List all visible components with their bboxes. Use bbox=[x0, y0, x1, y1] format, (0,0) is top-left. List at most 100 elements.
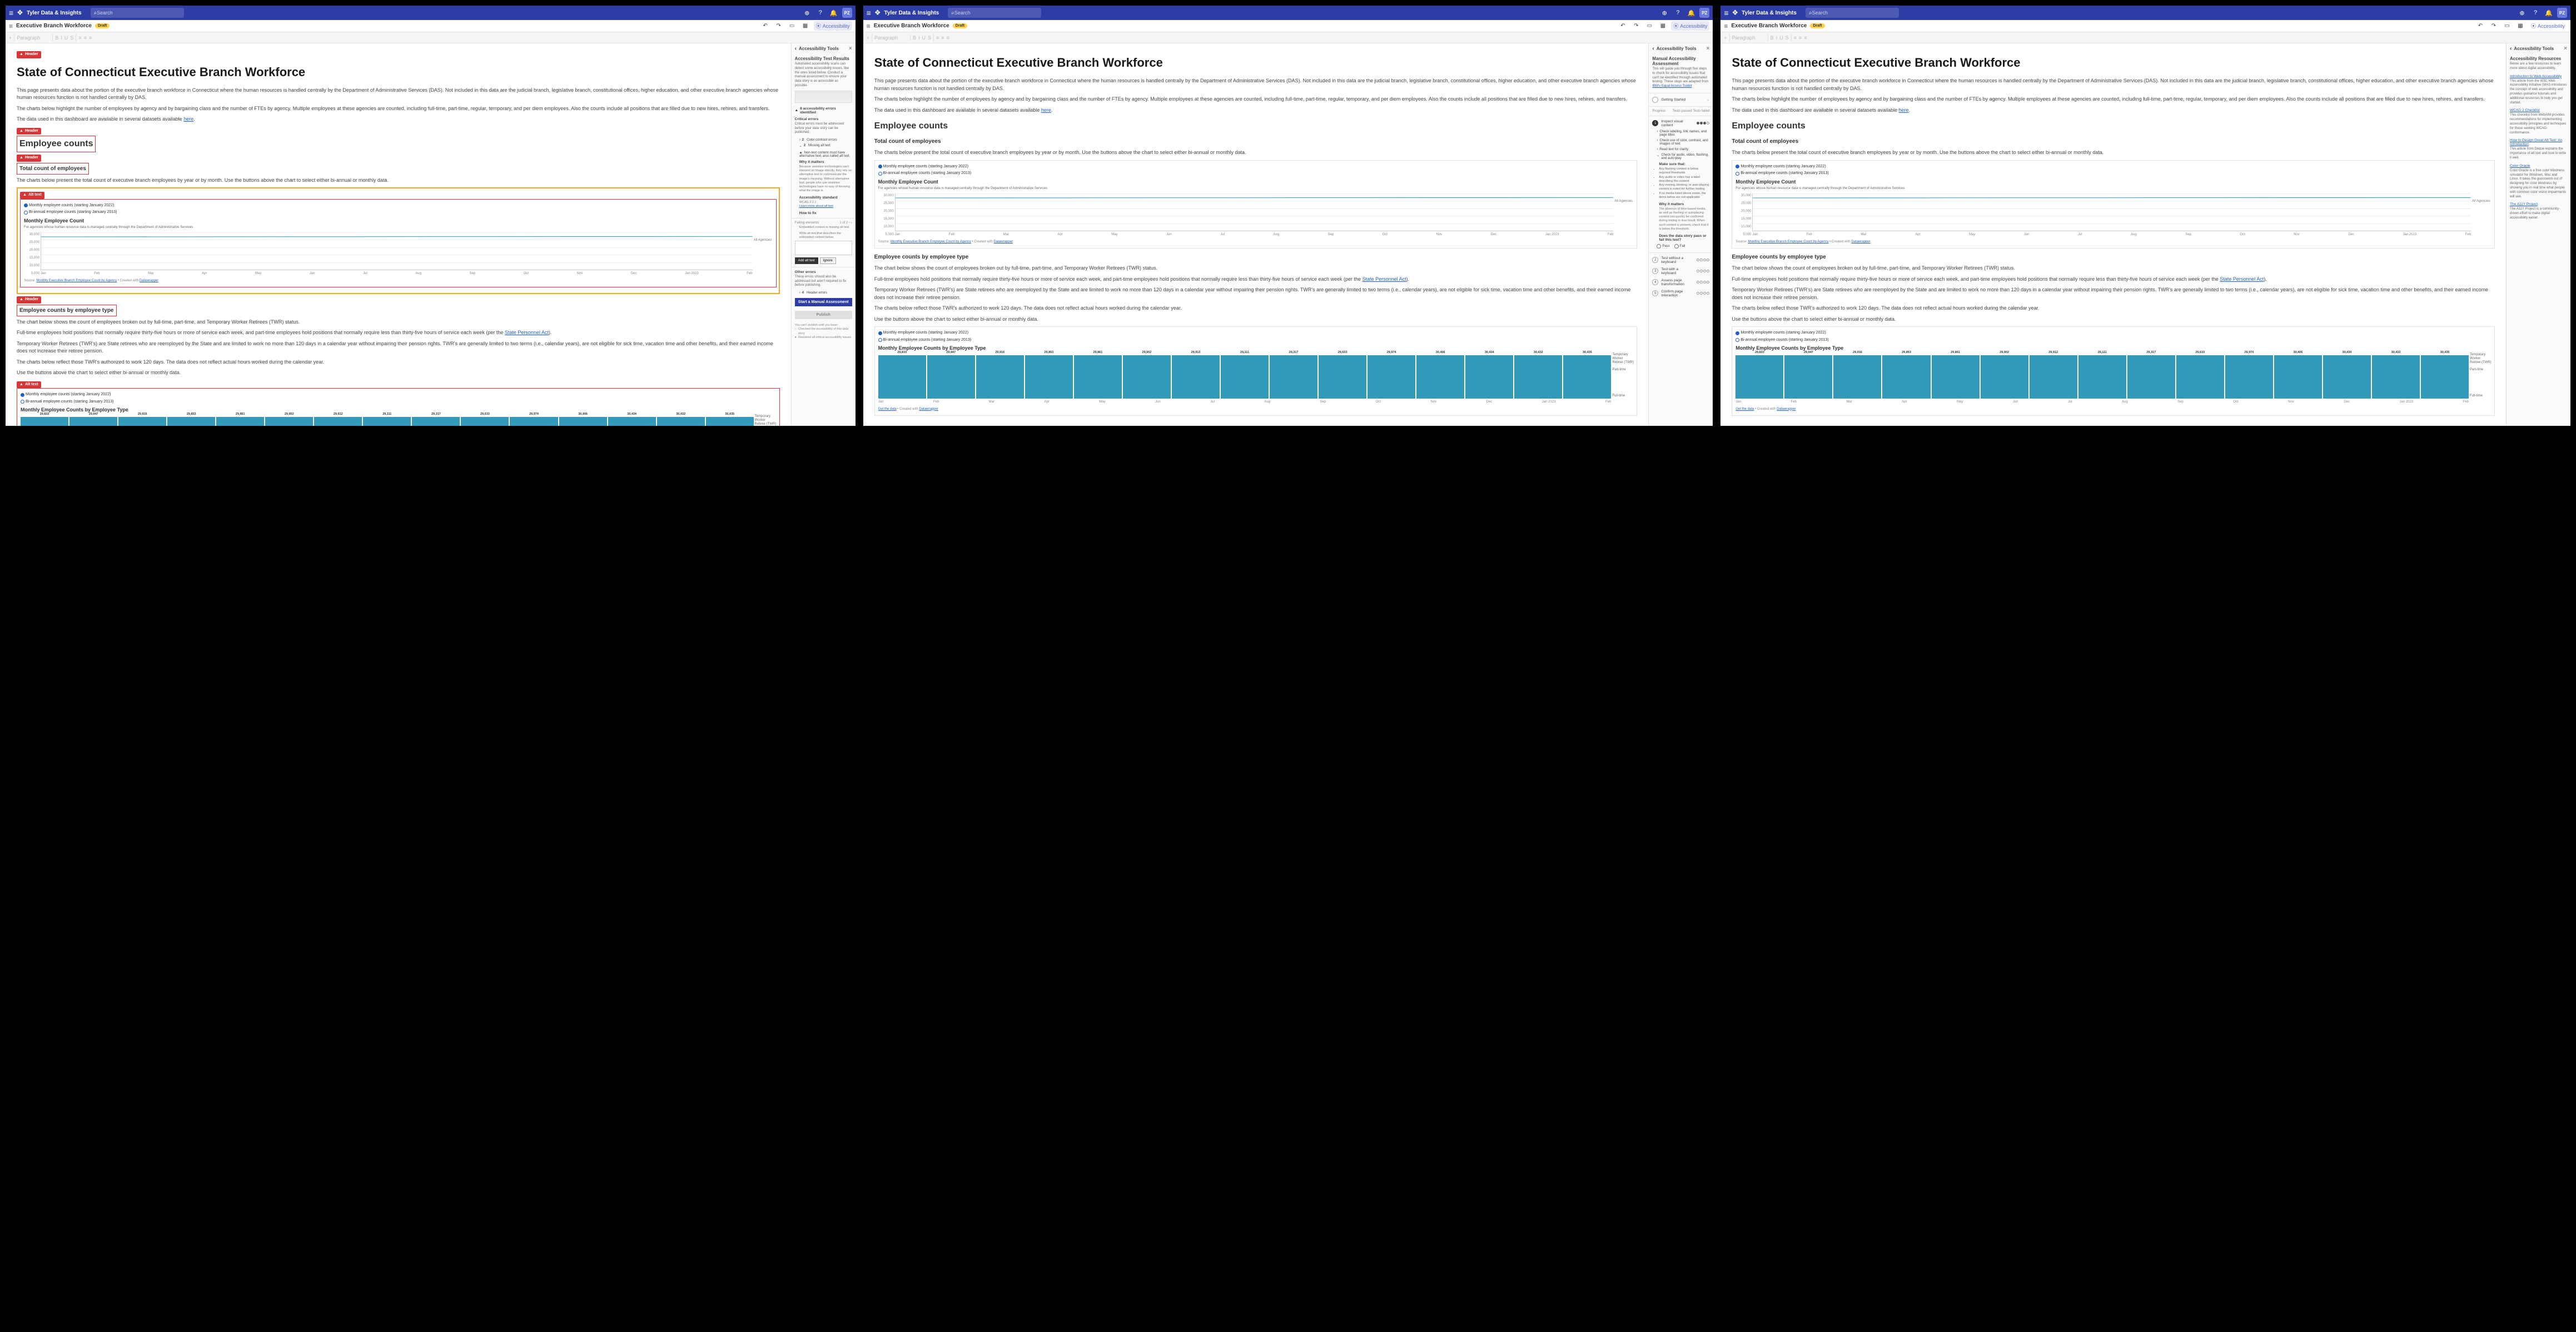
step-1[interactable]: 1Inspect visual content bbox=[1649, 118, 1713, 129]
a11y-icon: ⦿ bbox=[2531, 22, 2536, 29]
a11y-toggle[interactable]: ⦿Accessibility bbox=[2529, 21, 2567, 31]
brand-label: Tyler Data & Insights bbox=[27, 10, 82, 16]
pass-radio[interactable] bbox=[1657, 244, 1661, 248]
chart1-plot bbox=[41, 232, 753, 270]
doc-title: Executive Branch Workforce bbox=[16, 23, 92, 29]
search-box[interactable]: ⌕ bbox=[91, 8, 184, 18]
s1-check-4[interactable]: ⌄Check for audio, video, flashing, and a… bbox=[1649, 152, 1713, 161]
search-input[interactable] bbox=[1812, 10, 1896, 16]
help-icon[interactable]: ? bbox=[1673, 8, 1683, 18]
radio-biannual-2[interactable]: Bi-annual employee counts (starting Janu… bbox=[21, 399, 776, 405]
avatar[interactable]: PZ bbox=[1699, 8, 1709, 18]
h3a-box: Total count of employees bbox=[17, 163, 89, 175]
resource-link-4[interactable]: Color Oracle bbox=[2507, 163, 2570, 169]
a11y-icon: ⦿ bbox=[816, 22, 821, 29]
resource-link-5[interactable]: The A11Y Project bbox=[2507, 201, 2570, 207]
undo-icon[interactable]: ↶ bbox=[760, 21, 770, 31]
step-getting-started[interactable]: Getting Started⌄ bbox=[1649, 95, 1713, 105]
radio-monthly-2[interactable]: Monthly employee counts (starting Januar… bbox=[21, 392, 776, 398]
bell-icon[interactable]: 🔔 bbox=[1686, 8, 1696, 18]
p9: Use the buttons above the chart to selec… bbox=[17, 369, 780, 377]
ignore-button[interactable]: Ignore bbox=[820, 257, 836, 264]
doc-menu-icon[interactable]: ≡ bbox=[9, 22, 13, 30]
here-link[interactable]: here bbox=[183, 116, 193, 122]
back-icon[interactable]: ‹ bbox=[795, 46, 797, 52]
menu-icon[interactable]: ≡ bbox=[867, 8, 871, 17]
s1-check-1[interactable]: ›Check labeling, link names, and page ti… bbox=[1649, 129, 1713, 138]
avatar[interactable]: PZ bbox=[2557, 8, 2567, 18]
add-alt-button[interactable]: Add alt text bbox=[795, 257, 818, 264]
back-icon[interactable]: ‹ bbox=[1652, 46, 1654, 52]
resource-link-3[interactable]: How to Design Great Alt Text: An Introdu… bbox=[2507, 137, 2570, 147]
step-4[interactable]: 4Assess page transformation bbox=[1649, 277, 1713, 288]
menu-icon[interactable]: ≡ bbox=[9, 8, 13, 17]
help-icon[interactable]: ? bbox=[815, 8, 825, 18]
chevron-down-icon: ⌄ bbox=[1707, 97, 1709, 102]
alt-text-input[interactable] bbox=[795, 241, 852, 255]
add-icon[interactable]: ⊕ bbox=[2517, 8, 2527, 18]
s1-check-3[interactable]: ›Read text for clarity bbox=[1649, 147, 1713, 152]
alt-disclosure: ▲Non-text content must have alternative … bbox=[792, 149, 856, 159]
search-input[interactable] bbox=[97, 10, 180, 16]
page-canvas: State of Connecticut Executive Branch Wo… bbox=[1720, 43, 2506, 426]
preview-icon[interactable]: ▭ bbox=[1644, 21, 1654, 31]
item-header[interactable]: ›4Header errors bbox=[792, 290, 856, 296]
add-icon[interactable]: ⊕ bbox=[1659, 8, 1669, 18]
add-icon[interactable]: ⊕ bbox=[802, 8, 812, 18]
undo-icon[interactable]: ↶ bbox=[1618, 21, 1628, 31]
pass-fail[interactable]: Pass Fail bbox=[1649, 243, 1713, 251]
bell-icon[interactable]: 🔔 bbox=[2544, 8, 2554, 18]
bell-icon[interactable]: 🔔 bbox=[829, 8, 839, 18]
menu-icon[interactable]: ≡ bbox=[1724, 8, 1728, 17]
block-type[interactable]: Paragraph bbox=[17, 35, 50, 41]
search-input[interactable] bbox=[954, 10, 1038, 16]
spa-link[interactable]: State Personnel Act bbox=[505, 330, 549, 335]
close-icon[interactable]: × bbox=[1707, 46, 1710, 52]
help-icon[interactable]: ? bbox=[2530, 8, 2540, 18]
layout-icon[interactable]: ▦ bbox=[800, 21, 810, 31]
redo-icon[interactable]: ↷ bbox=[1631, 21, 1641, 31]
redo-icon[interactable]: ↷ bbox=[2489, 21, 2499, 31]
fail-radio[interactable] bbox=[1674, 244, 1679, 248]
radio-monthly[interactable]: Monthly employee counts (starting Januar… bbox=[24, 203, 773, 209]
publish-button[interactable]: Publish bbox=[795, 311, 852, 319]
results-intro: Automated accessibility scans can detect… bbox=[792, 62, 856, 91]
step-3[interactable]: 3Test with a keyboard bbox=[1649, 266, 1713, 277]
item-alt[interactable]: ⌄2Missing alt text bbox=[792, 143, 856, 149]
a11y-toggle[interactable]: ⦿ Accessibility bbox=[814, 21, 852, 31]
close-icon[interactable]: × bbox=[2564, 46, 2567, 52]
p7: Temporary Worker Retirees (TWR's) are St… bbox=[17, 340, 780, 355]
chart2-card: Monthly employee counts (starting Januar… bbox=[17, 388, 780, 426]
step-2[interactable]: 2Test without a keyboard bbox=[1649, 255, 1713, 266]
step-5[interactable]: 5Confirm page interaction bbox=[1649, 288, 1713, 299]
layout-icon[interactable]: ▦ bbox=[2515, 21, 2525, 31]
a11y-icon: ⦿ bbox=[1673, 22, 1678, 29]
redo-icon[interactable]: ↷ bbox=[774, 21, 784, 31]
layout-icon[interactable]: ▦ bbox=[1658, 21, 1668, 31]
resource-link-2[interactable]: WCAG 2 Checklist bbox=[2507, 107, 2570, 113]
docbar: ≡ Executive Branch Workforce Draft ↶↷▭▦ … bbox=[863, 20, 1713, 32]
s1-check-2[interactable]: ›Check use of color, contrast, and image… bbox=[1649, 138, 1713, 147]
chart1-sub: For agencies whose human resource data i… bbox=[24, 225, 773, 230]
intro-p2: The charts below highlight the number of… bbox=[17, 105, 780, 113]
close-icon[interactable]: × bbox=[849, 46, 852, 52]
back-icon[interactable]: ‹ bbox=[2510, 46, 2512, 52]
search-box[interactable]: ⌕ bbox=[948, 8, 1041, 18]
page-canvas: ▲ Header State of Connecticut Executive … bbox=[6, 43, 791, 426]
doc-menu-icon[interactable]: ≡ bbox=[1724, 22, 1728, 30]
item-color[interactable]: ›2Color contrast errors bbox=[792, 137, 856, 143]
page-h1: State of Connecticut Executive Branch Wo… bbox=[17, 63, 780, 81]
preview-icon[interactable]: ▭ bbox=[2502, 21, 2512, 31]
a11y-toggle[interactable]: ⦿Accessibility bbox=[1671, 21, 1709, 31]
learn-more-link[interactable]: Learn more about alt text bbox=[792, 205, 856, 208]
doc-menu-icon[interactable]: ≡ bbox=[867, 22, 871, 30]
search-box[interactable]: ⌕ bbox=[1806, 8, 1899, 18]
radio-biannual[interactable]: Bi-annual employee counts (starting Janu… bbox=[24, 210, 773, 216]
preview-icon[interactable]: ▭ bbox=[787, 21, 797, 31]
start-manual-button[interactable]: Start a Manual Assessment bbox=[795, 298, 852, 306]
manual-heading: Manual Accessibility Assessment bbox=[1649, 54, 1713, 67]
avatar[interactable]: PZ bbox=[842, 8, 852, 18]
resource-link-1[interactable]: Introduction to Web Accessibility bbox=[2507, 73, 2570, 79]
undo-icon[interactable]: ↶ bbox=[2475, 21, 2485, 31]
editbar: +ParagraphBIUS≡≡≡ bbox=[1720, 32, 2570, 43]
